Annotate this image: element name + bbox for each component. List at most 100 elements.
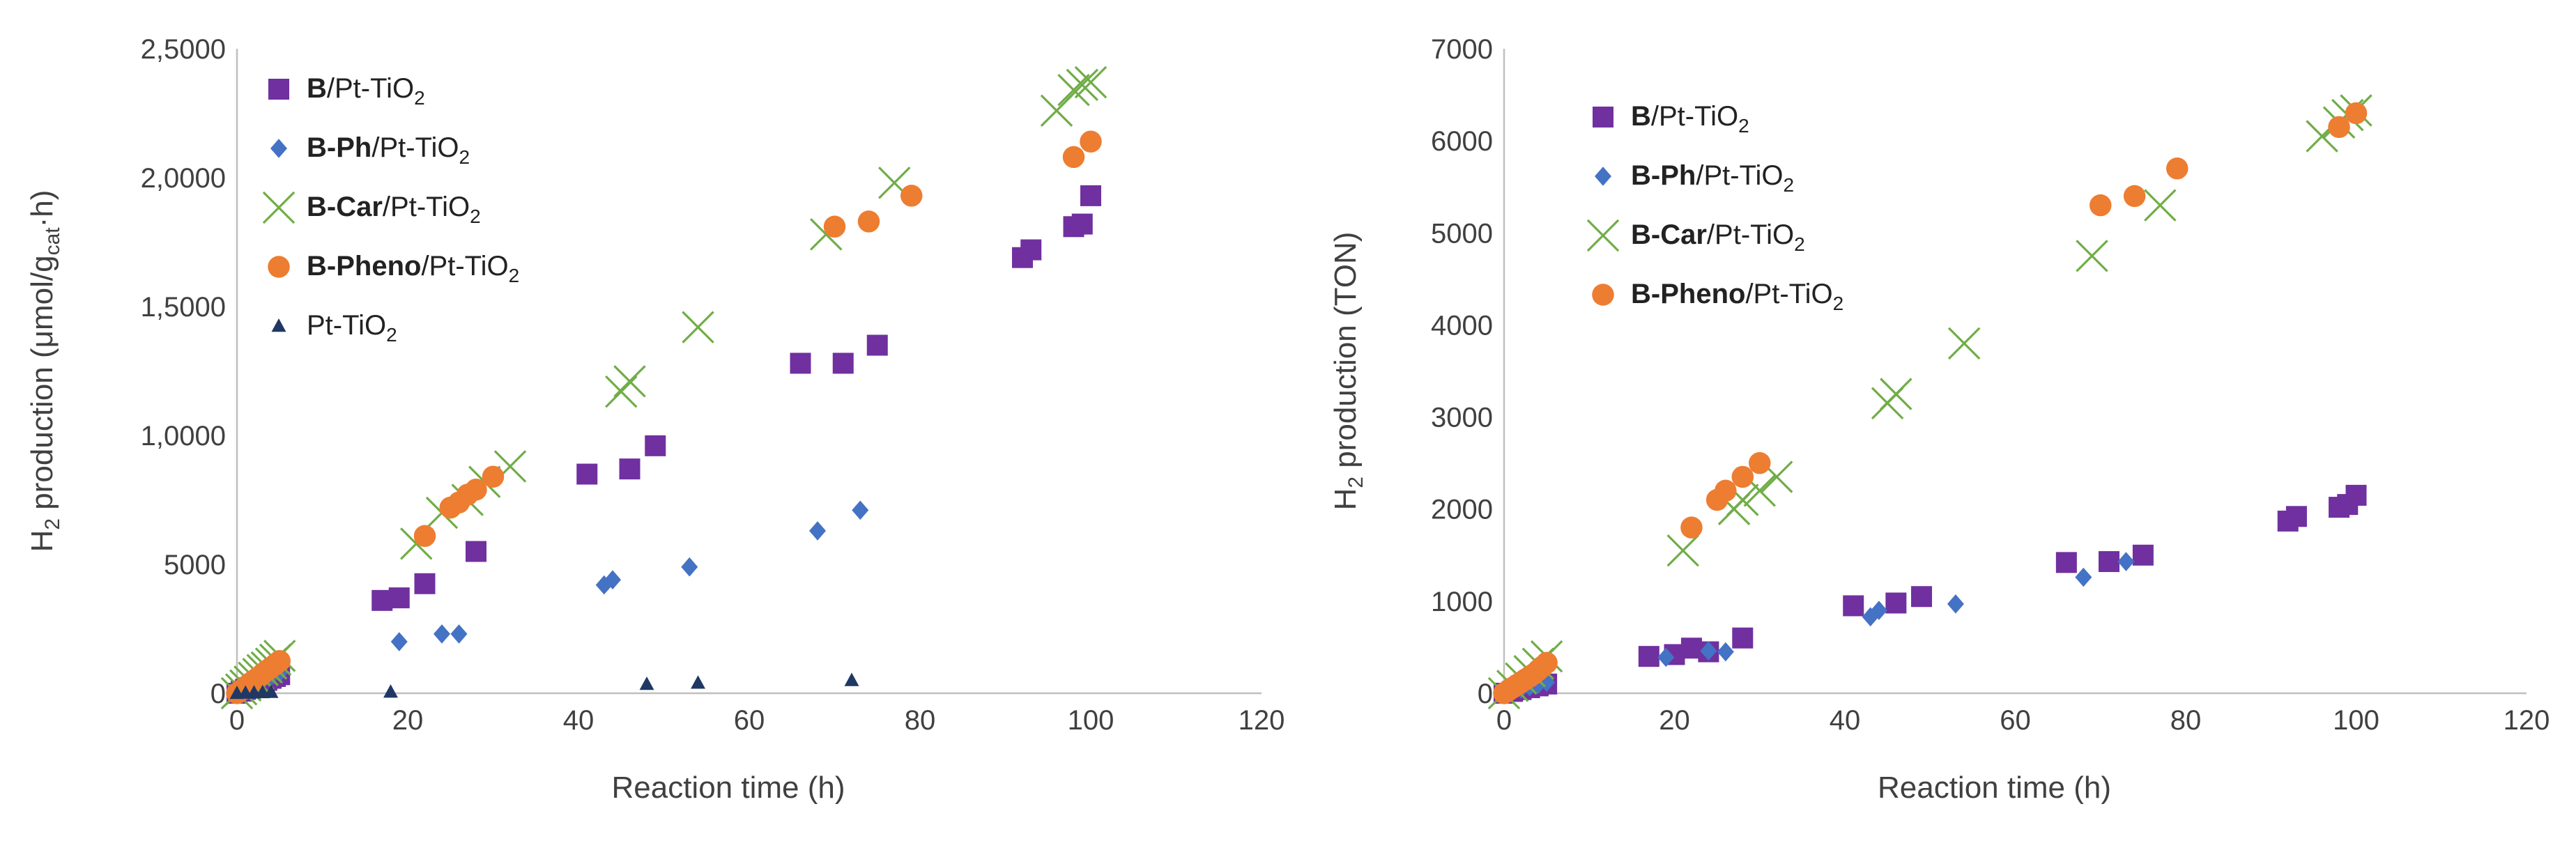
x-stroke: [1074, 65, 1107, 99]
y-axis-label: H2 production (TON): [1328, 232, 1367, 511]
data-point: [1862, 607, 1879, 627]
legend-label: B-Ph/Pt-TiO2: [1631, 160, 1794, 196]
x-stroke: [1947, 327, 1981, 360]
data-point: [2144, 189, 2177, 222]
y-tick-label: 1,0000: [141, 421, 226, 451]
data-point: [1057, 73, 1090, 107]
y-tick-label: 1000: [1431, 587, 1493, 617]
data-point: [268, 650, 291, 672]
series-B-Ph-points: [1496, 552, 2135, 703]
data-point: [900, 185, 923, 207]
data-point: [263, 684, 279, 698]
y-tick-label: 6000: [1431, 126, 1493, 157]
x-stroke: [2144, 189, 2177, 222]
data-point: [2328, 116, 2350, 139]
data-point: [482, 465, 505, 488]
legend-marker: [1586, 219, 1620, 252]
x-stroke: [613, 365, 646, 398]
x-tick-label: 60: [2000, 705, 2031, 736]
data-point: [866, 334, 888, 356]
x-tick-label: 100: [2333, 705, 2379, 736]
data-point: [844, 672, 859, 686]
series-B-Car-points: [1487, 94, 2372, 710]
x-stroke: [2076, 240, 2108, 272]
y-axis-label: H2 production (μmol/gcat·h): [25, 190, 64, 552]
data-point: [1700, 641, 1717, 661]
x-stroke: [1066, 68, 1098, 102]
legend-label-bold: B-Car: [307, 192, 383, 222]
x-tick-label: 40: [563, 705, 595, 736]
x-stroke: [1666, 534, 1699, 567]
legend-label: B-Pheno/Pt-TiO2: [1631, 279, 1843, 314]
x-stroke: [1057, 73, 1090, 107]
x-tick-label: 60: [734, 705, 765, 736]
data-point: [450, 624, 468, 644]
y-axis-label-subscript: 2: [1344, 477, 1367, 488]
data-point: [2076, 240, 2108, 272]
y-tick-label: 1,5000: [141, 292, 226, 323]
legend-label-rest: /Pt-TiO: [1707, 219, 1794, 250]
y-axis-label-subscript: cat: [41, 227, 64, 256]
legend-label-subscript: 2: [1738, 115, 1749, 137]
legend-marker: [1592, 284, 1614, 306]
data-point: [1040, 94, 1073, 128]
legend-label-subscript: 2: [414, 87, 425, 109]
data-point: [1657, 647, 1675, 667]
legend-label-rest: /Pt-TiO: [1696, 160, 1783, 191]
data-point: [1731, 465, 1754, 488]
data-point: [414, 573, 436, 594]
legend-label: B/Pt-TiO2: [307, 73, 425, 109]
x-stroke: [605, 375, 638, 408]
data-point: [682, 311, 714, 343]
data-point: [809, 521, 826, 541]
data-point: [576, 463, 598, 485]
data-point: [413, 525, 436, 548]
data-point: [1732, 627, 1754, 649]
x-tick-label: 100: [1068, 705, 1114, 736]
data-point: [2117, 552, 2135, 571]
legend-label-bold: B: [307, 73, 327, 104]
legend-marker: [270, 139, 287, 158]
legend-label-rest: /Pt-TiO: [421, 251, 508, 281]
y-axis-label-part: production (μmol/g: [25, 255, 59, 518]
legend-label-subscript: 2: [470, 206, 481, 227]
x-axis-label: Reaction time (h): [1878, 771, 2111, 805]
series-B-Car-points: [220, 65, 1107, 710]
legend-label-rest: /Pt-TiO: [371, 132, 459, 163]
x-tick-label: 20: [1659, 705, 1690, 736]
data-point: [790, 353, 811, 374]
legend-label: B-Car/Pt-TiO2: [307, 192, 481, 227]
x-stroke: [1586, 219, 1620, 252]
data-point: [1880, 378, 1912, 410]
data-point: [1638, 646, 1659, 667]
y-tick-label: 0: [210, 679, 226, 709]
y-tick-label: 5000: [1431, 218, 1493, 249]
legend-marker: [1595, 167, 1611, 186]
data-point: [691, 675, 705, 689]
data-point: [2090, 194, 2112, 217]
data-point: [1066, 68, 1098, 102]
y-axis-label-subscript: 2: [41, 518, 64, 530]
legend-label: B-Car/Pt-TiO2: [1631, 219, 1805, 255]
legend-label-bold: B-Ph: [1631, 160, 1696, 191]
legend-label: B-Pheno/Pt-TiO2: [307, 251, 519, 286]
data-point: [604, 570, 621, 589]
y-tick-label: 2,0000: [141, 163, 226, 194]
x-stroke: [682, 311, 714, 343]
data-point: [605, 375, 638, 408]
legend-label-bold: B-Pheno: [307, 251, 421, 281]
data-point: [434, 624, 450, 644]
data-point: [1074, 65, 1107, 99]
y-tick-label: 2,5000: [141, 34, 226, 65]
y-axis-label-part: ·h): [25, 190, 59, 228]
legend-label-bold: B-Ph: [307, 132, 371, 163]
data-point: [1843, 595, 1864, 617]
data-point: [465, 478, 487, 501]
x-tick-label: 20: [392, 705, 424, 736]
data-point: [2285, 506, 2307, 527]
data-point: [613, 365, 646, 398]
x-tick-label: 120: [2504, 705, 2550, 736]
x-stroke: [1743, 474, 1776, 507]
legend-label-bold: B-Car: [1631, 219, 1707, 250]
